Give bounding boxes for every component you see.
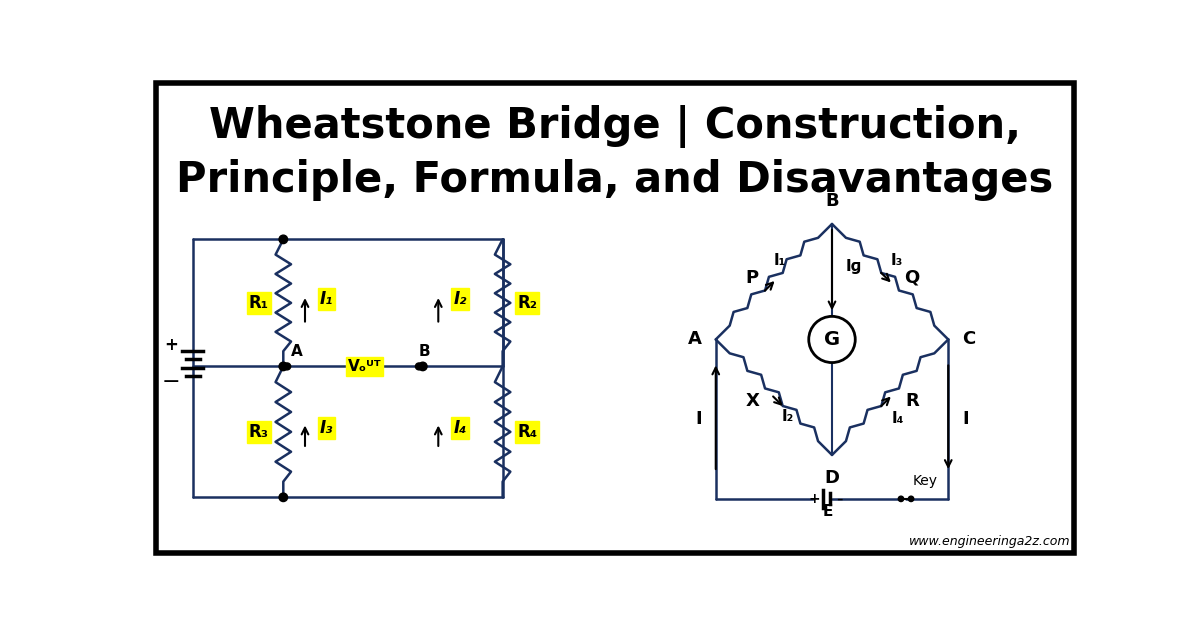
Circle shape: [899, 496, 904, 502]
Text: P: P: [745, 269, 758, 287]
Text: I₄: I₄: [454, 419, 467, 437]
Circle shape: [280, 235, 288, 244]
Text: I: I: [962, 410, 968, 428]
Text: A: A: [292, 344, 302, 359]
Text: B: B: [419, 344, 431, 359]
Text: Wheatstone Bridge | Construction,: Wheatstone Bridge | Construction,: [209, 105, 1021, 148]
Text: www.engineeringa2z.com: www.engineeringa2z.com: [910, 536, 1070, 548]
Text: R: R: [905, 392, 919, 410]
Text: D: D: [824, 469, 840, 487]
Circle shape: [419, 362, 427, 371]
Text: Key: Key: [912, 474, 937, 488]
Text: G: G: [824, 330, 840, 349]
Text: −: −: [162, 372, 180, 392]
Text: R₂: R₂: [517, 294, 538, 312]
Text: I₃: I₃: [320, 419, 334, 437]
Circle shape: [283, 363, 290, 370]
Text: I₄: I₄: [892, 411, 904, 426]
Text: E: E: [822, 504, 833, 519]
Circle shape: [280, 362, 288, 371]
Text: Iɡ: Iɡ: [845, 259, 862, 274]
Text: Vₒᵁᵀ: Vₒᵁᵀ: [348, 359, 382, 374]
Text: I₁: I₁: [774, 252, 786, 268]
Circle shape: [908, 496, 913, 502]
Text: X: X: [745, 392, 760, 410]
Text: Q: Q: [905, 269, 919, 287]
Text: -: -: [836, 490, 842, 508]
Text: I₂: I₂: [454, 290, 467, 308]
Text: R₃: R₃: [248, 423, 269, 441]
Circle shape: [809, 317, 856, 362]
Circle shape: [415, 363, 422, 370]
Text: I₃: I₃: [890, 252, 902, 268]
Circle shape: [280, 493, 288, 502]
Text: +: +: [809, 492, 820, 506]
Text: B: B: [826, 192, 839, 210]
Text: A: A: [688, 330, 702, 349]
Text: I: I: [695, 410, 702, 428]
Text: Principle, Formula, and Disavantages: Principle, Formula, and Disavantages: [176, 159, 1054, 201]
Text: R₄: R₄: [517, 423, 538, 441]
Text: +: +: [164, 336, 178, 354]
Text: R₁: R₁: [248, 294, 269, 312]
Text: I₂: I₂: [781, 409, 794, 424]
Text: C: C: [962, 330, 976, 349]
Text: I₁: I₁: [320, 290, 334, 308]
